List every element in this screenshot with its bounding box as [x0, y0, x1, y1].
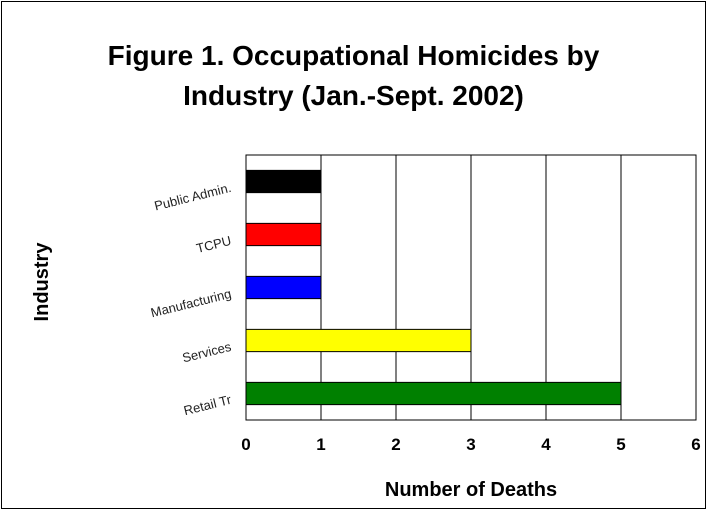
bar-tcpu	[245, 222, 322, 247]
x-tick-label: 1	[316, 435, 325, 454]
category-label: Services	[181, 339, 233, 366]
bar-public-admin	[245, 169, 322, 194]
category-label: TCPU	[195, 233, 233, 256]
bar-manufacturing	[245, 275, 322, 300]
x-axis-title: Number of Deaths	[385, 479, 557, 501]
x-tick-label: 3	[466, 435, 475, 454]
chart-title-line-1: Figure 1. Occupational Homicides by	[107, 40, 600, 71]
x-tick-label: 6	[691, 435, 700, 454]
bar-services	[245, 328, 472, 353]
chart-title: Figure 1. Occupational Homicides by Indu…	[0, 36, 707, 116]
category-label: Retail Tr	[182, 392, 233, 418]
x-tick-labels: 0 1 2 3 4 5 6	[241, 435, 700, 454]
bars	[245, 169, 622, 406]
chart-title-line-2: Industry (Jan.-Sept. 2002)	[183, 80, 524, 111]
category-label: Manufacturing	[149, 286, 233, 320]
y-axis-title: Industry	[31, 242, 53, 322]
gridlines	[320, 155, 622, 420]
x-tick-label: 2	[391, 435, 400, 454]
category-label: Public Admin.	[153, 180, 233, 214]
x-tick-label: 5	[616, 435, 625, 454]
bar-retail-tr	[245, 381, 622, 406]
x-tick-label: 0	[241, 435, 250, 454]
x-tick-label: 4	[541, 435, 551, 454]
category-labels: Public Admin. TCPU Manufacturing Services Re…	[149, 180, 233, 418]
